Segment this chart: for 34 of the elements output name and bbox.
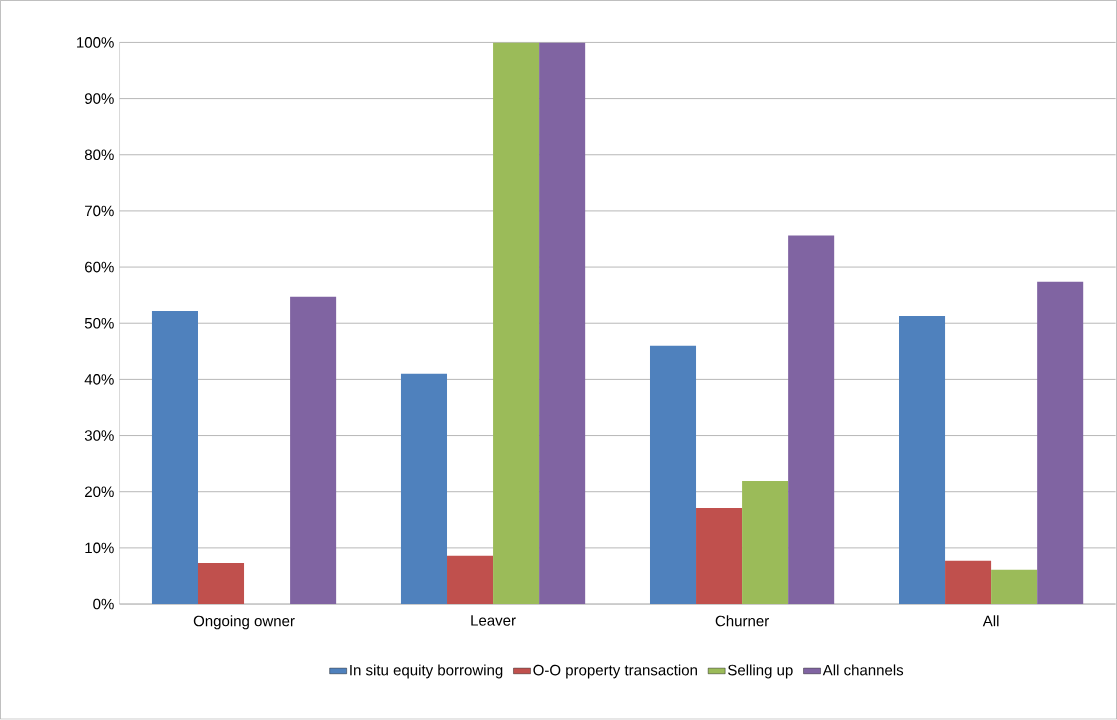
y-tick-label: 40%	[84, 374, 114, 385]
bar	[696, 508, 743, 605]
bar	[649, 345, 697, 605]
x-tick-label: Ongoing owner	[193, 615, 295, 630]
x-tick-label: Churner	[715, 615, 769, 627]
x-tick-label: All	[982, 615, 999, 627]
bar	[991, 570, 1038, 605]
bar	[945, 561, 992, 605]
bar	[788, 235, 835, 605]
legend-label: O-O property transaction	[533, 664, 697, 679]
legend-label: In situ equity borrowing	[350, 664, 503, 679]
y-tick-label: 50%	[84, 318, 114, 329]
y-tick-label: 10%	[85, 542, 114, 554]
bar	[400, 374, 448, 605]
y-tick-label: 100%	[77, 37, 114, 48]
bar	[742, 481, 789, 605]
y-tick-label: 20%	[85, 486, 114, 498]
y-tick-label: 30%	[84, 430, 114, 442]
y-tick-label: 90%	[84, 93, 114, 105]
y-tick-label: 60%	[85, 261, 114, 273]
y-tick-label: 80%	[84, 149, 114, 161]
legend-label: Selling up	[728, 664, 793, 679]
bar	[198, 563, 245, 605]
bar	[1037, 281, 1084, 605]
y-tick-label: 0%	[93, 598, 114, 610]
bar	[447, 555, 494, 605]
bar	[151, 311, 198, 605]
legend-label: All channels	[822, 664, 904, 676]
bar	[899, 316, 946, 605]
bar	[493, 42, 540, 605]
bar	[539, 42, 586, 605]
y-tick-label: 70%	[85, 205, 114, 217]
x-tick-label: Leaver	[471, 615, 516, 626]
bar	[290, 297, 337, 605]
